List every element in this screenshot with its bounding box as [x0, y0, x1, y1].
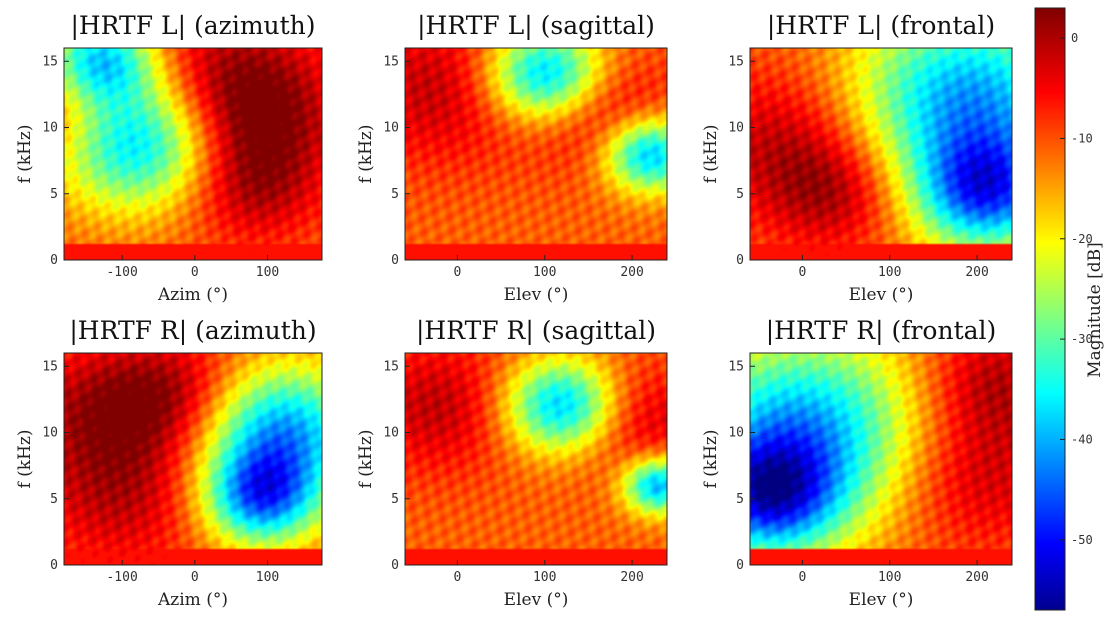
x-axis-label: Azim (°) — [157, 285, 228, 305]
x-axis-label: Elev (°) — [849, 590, 914, 610]
y-tick-label: 5 — [736, 492, 744, 507]
x-tick-label: 0 — [453, 570, 461, 585]
x-tick-label: 100 — [256, 570, 279, 585]
heatmap-image — [405, 353, 667, 565]
axes-frame — [404, 47, 668, 261]
heatmap-image — [405, 48, 667, 260]
y-axis-label: f (kHz) — [356, 124, 376, 183]
y-tick-label: 0 — [391, 253, 399, 268]
colorbar-label: Magnitude [dB] — [1085, 242, 1105, 378]
y-axis-label: f (kHz) — [356, 429, 376, 488]
x-tick-label: -100 — [106, 570, 137, 585]
y-tick-label: 5 — [50, 492, 58, 507]
x-tick-label: 200 — [965, 265, 988, 280]
x-axis-label: Elev (°) — [504, 285, 569, 305]
colorbar-tick-label: -50 — [1071, 533, 1093, 547]
x-tick-label: 100 — [256, 265, 279, 280]
heatmap-panel-3: |HRTF L| (frontal) 0 100 200 0 5 10 15 Elev (°) f… — [701, 11, 1013, 305]
x-tick-label: 200 — [620, 265, 643, 280]
x-tick-label: 0 — [453, 265, 461, 280]
axes-frame — [63, 352, 323, 566]
y-tick-label: 10 — [383, 121, 399, 136]
x-axis-label: Elev (°) — [504, 590, 569, 610]
axes-frame — [749, 47, 1013, 261]
y-tick-label: 10 — [42, 426, 58, 441]
x-tick-label: -100 — [106, 265, 137, 280]
colorbar-tick-label: -30 — [1071, 332, 1093, 346]
y-tick-label: 10 — [42, 121, 58, 136]
x-tick-label: 100 — [533, 265, 556, 280]
y-axis-label: f (kHz) — [15, 124, 35, 183]
axes-frame — [404, 352, 668, 566]
x-tick-label: 200 — [965, 570, 988, 585]
x-tick-label: 100 — [533, 570, 556, 585]
y-tick-label: 0 — [50, 558, 58, 573]
y-tick-label: 10 — [383, 426, 399, 441]
y-tick-label: 10 — [728, 121, 744, 136]
y-tick-label: 0 — [391, 558, 399, 573]
x-tick-label: 0 — [191, 265, 199, 280]
colorbar-tick-label: -20 — [1071, 232, 1093, 246]
y-tick-label: 5 — [736, 187, 744, 202]
y-tick-label: 15 — [728, 359, 744, 374]
x-tick-label: 100 — [878, 570, 901, 585]
colorbar-tick-label: -10 — [1071, 131, 1093, 145]
x-axis-label: Elev (°) — [849, 285, 914, 305]
x-axis-label: Azim (°) — [157, 590, 228, 610]
panel-title: |HRTF L| (sagittal) — [417, 11, 655, 41]
y-axis-label: f (kHz) — [701, 124, 721, 183]
panel-title: |HRTF R| (sagittal) — [416, 316, 656, 346]
heatmap-image — [64, 48, 322, 260]
x-tick-label: 0 — [798, 570, 806, 585]
x-tick-label: 0 — [798, 265, 806, 280]
y-tick-label: 15 — [383, 359, 399, 374]
heatmap-panel-5: |HRTF R| (sagittal) 0 100 200 0 5 10 15 Elev (°)… — [356, 316, 668, 610]
axes-frame — [749, 352, 1013, 566]
panel-title: |HRTF L| (azimuth) — [70, 11, 315, 41]
y-tick-label: 15 — [383, 54, 399, 69]
heatmap-panel-1: |HRTF L| (azimuth) -100 0 100 0 5 10 15 Azim (°)… — [15, 11, 323, 305]
y-tick-label: 0 — [50, 253, 58, 268]
heatmap-image — [750, 48, 1012, 260]
y-tick-label: 5 — [391, 187, 399, 202]
y-tick-label: 15 — [42, 54, 58, 69]
y-axis-label: f (kHz) — [15, 429, 35, 488]
y-tick-label: 10 — [728, 426, 744, 441]
heatmap-image — [750, 353, 1012, 565]
y-tick-label: 15 — [42, 359, 58, 374]
y-tick-label: 15 — [728, 54, 744, 69]
x-tick-label: 0 — [191, 570, 199, 585]
colorbar-tick-label: 0 — [1071, 31, 1078, 45]
y-tick-label: 5 — [391, 492, 399, 507]
heatmap-panel-2: |HRTF L| (sagittal) 0 100 200 0 5 10 15 Elev (°)… — [356, 11, 668, 305]
panel-title: |HRTF R| (frontal) — [766, 316, 997, 346]
colorbar: 0 -10 -20 -30 -40 -50 Magnitude [dB] — [1034, 7, 1105, 611]
y-tick-label: 5 — [50, 187, 58, 202]
y-axis-label: f (kHz) — [701, 429, 721, 488]
colorbar-gradient — [1034, 7, 1066, 611]
y-tick-label: 0 — [736, 558, 744, 573]
x-tick-label: 100 — [878, 265, 901, 280]
x-tick-label: 200 — [620, 570, 643, 585]
heatmap-image — [64, 353, 322, 565]
colorbar-tick-label: -40 — [1071, 432, 1093, 446]
panel-title: |HRTF R| (azimuth) — [69, 316, 316, 346]
heatmap-panel-6: |HRTF R| (frontal) 0 100 200 0 5 10 15 Elev (°) f… — [701, 316, 1013, 610]
axes-frame — [63, 47, 323, 261]
heatmap-panel-4: |HRTF R| (azimuth) -100 0 100 0 5 10 15 Azim (°)… — [15, 316, 323, 610]
panel-title: |HRTF L| (frontal) — [767, 11, 995, 41]
y-tick-label: 0 — [736, 253, 744, 268]
